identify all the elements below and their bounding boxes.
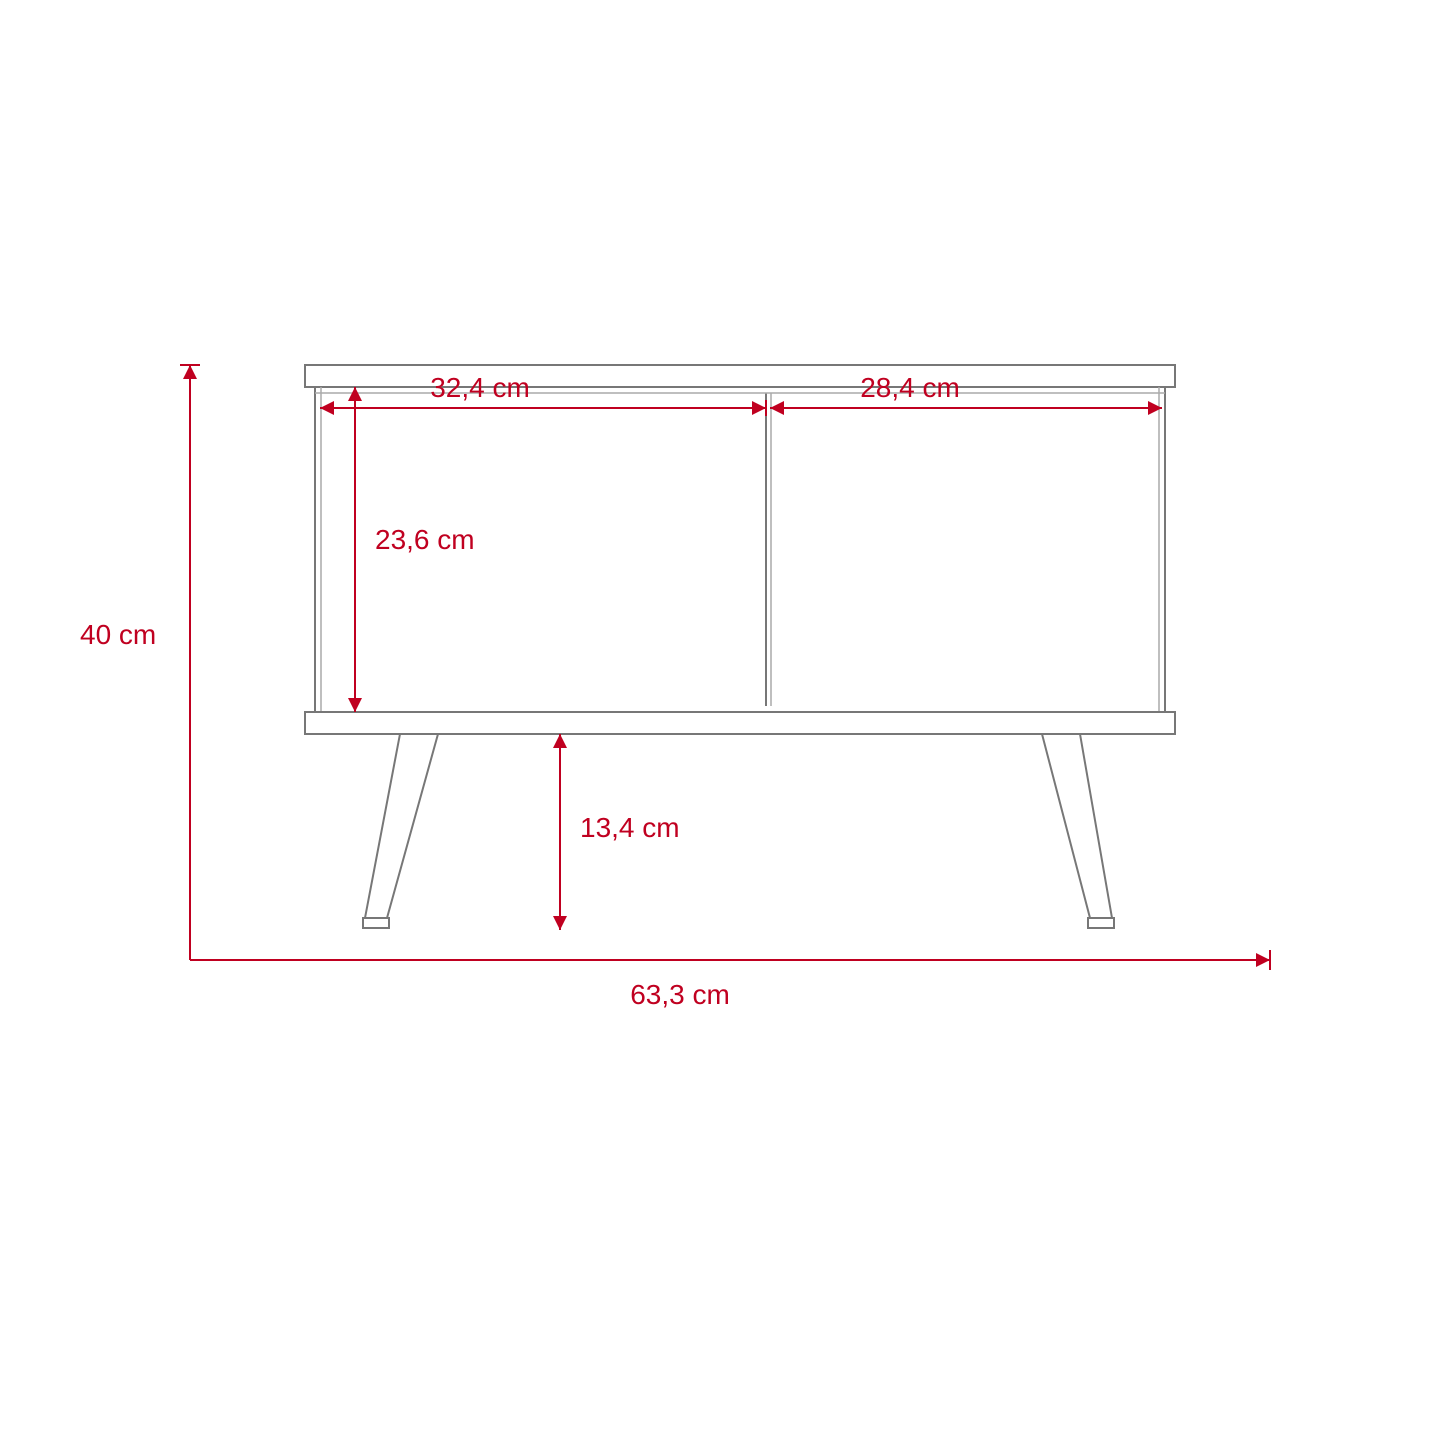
- label-overall-width: 63,3 cm: [630, 979, 730, 1011]
- label-overall-height: 40 cm: [80, 619, 156, 651]
- label-comp-right: 28,4 cm: [860, 372, 960, 404]
- label-comp-left: 32,4 cm: [430, 372, 530, 404]
- label-comp-height: 23,6 cm: [375, 524, 475, 556]
- label-leg-height: 13,4 cm: [580, 812, 680, 844]
- diagram-stage: 40 cm 63,3 cm 32,4 cm 28,4 cm 23,6 cm 13…: [0, 0, 1445, 1445]
- diagram-svg: [0, 0, 1445, 1445]
